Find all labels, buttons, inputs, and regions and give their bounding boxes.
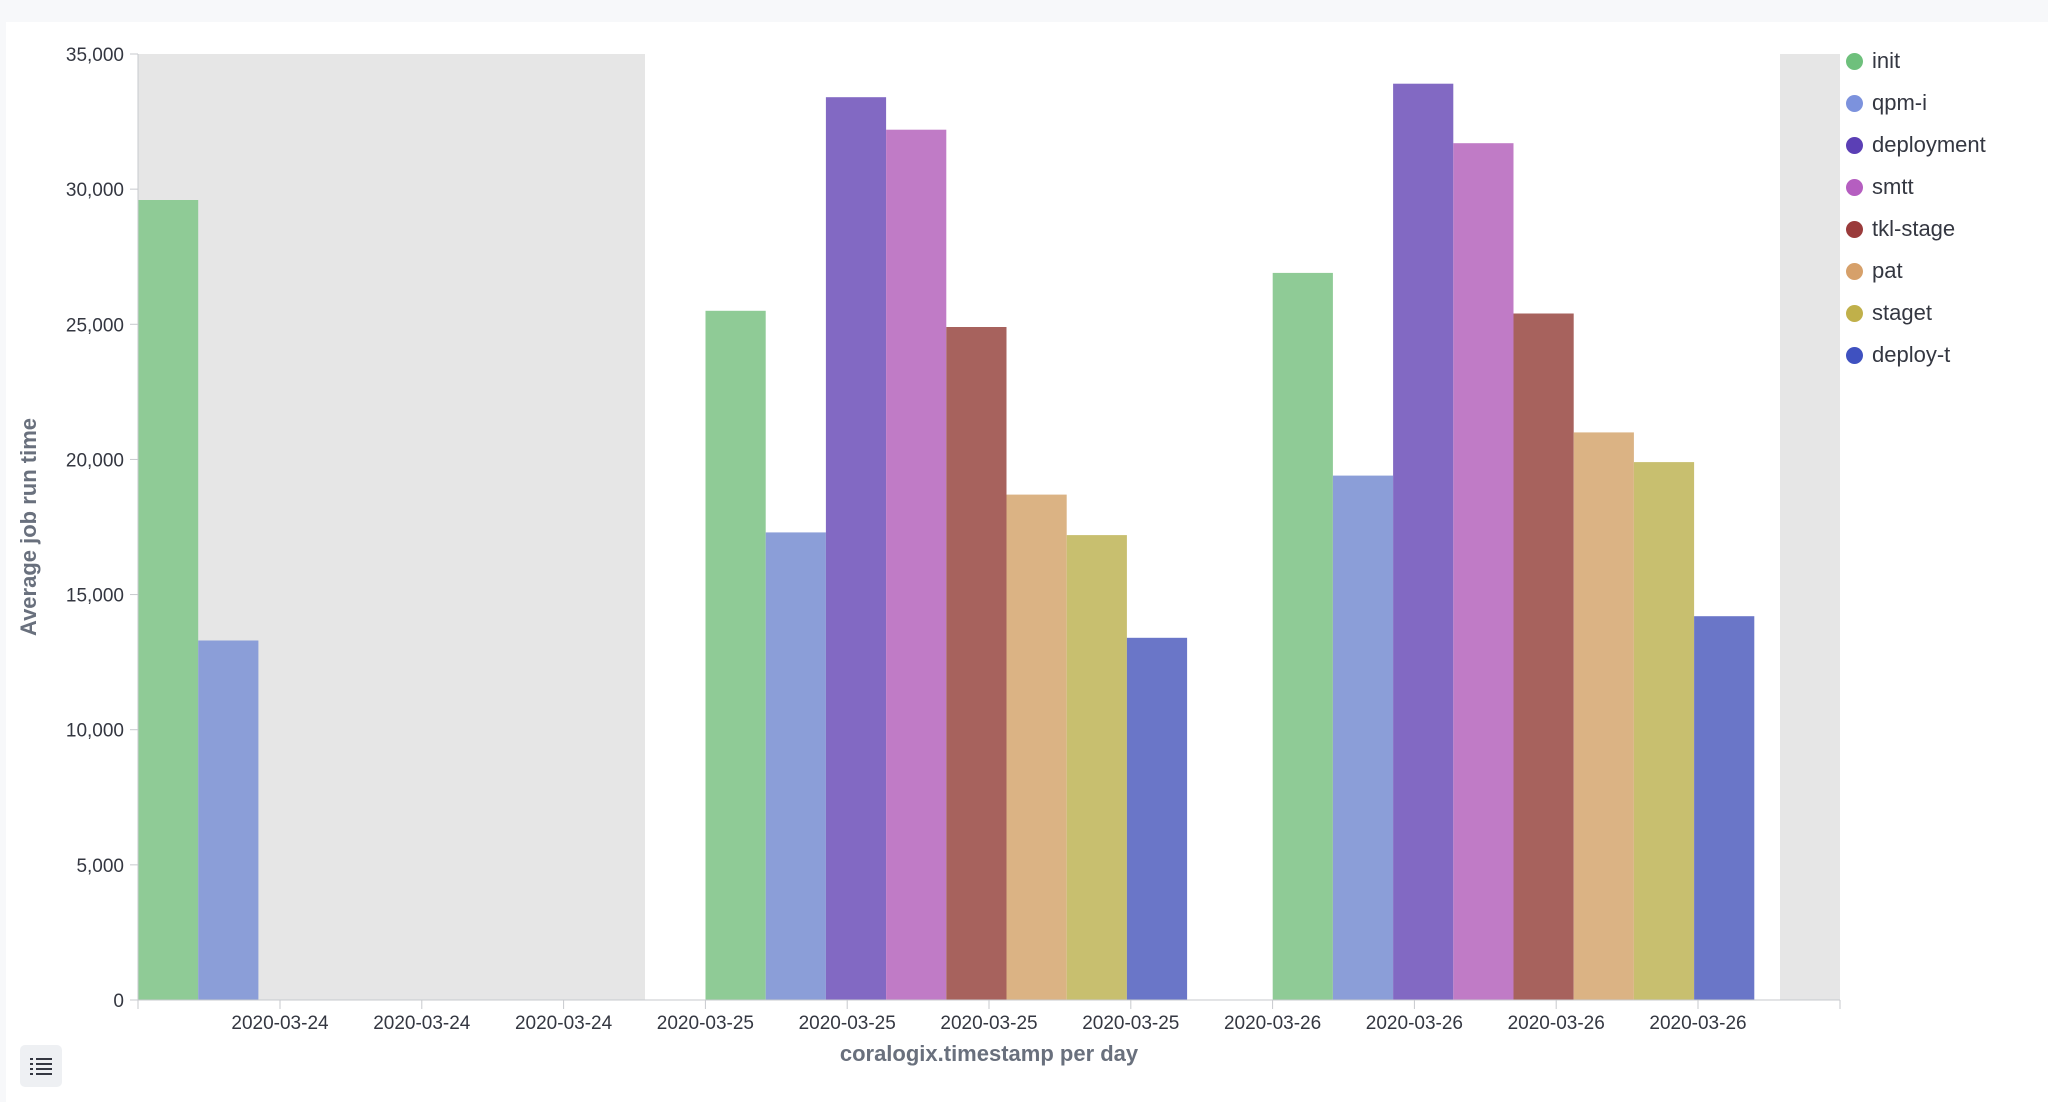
- y-axis-title: Average job run time: [16, 418, 41, 636]
- bar-tkl-stage-2020-03-26[interactable]: [1513, 313, 1574, 1001]
- legend-label: staget: [1872, 300, 1932, 325]
- legend-item-qpm-i[interactable]: qpm-i: [1846, 82, 2046, 124]
- bar-init-2020-03-26[interactable]: [1272, 272, 1333, 1000]
- bar-staget-2020-03-25[interactable]: [1066, 535, 1127, 1000]
- legend-dot: [1846, 346, 1863, 364]
- y-tick-label: 10,000: [66, 721, 124, 742]
- legend-label: qpm-i: [1872, 90, 1928, 115]
- legend-item-tkl-stage[interactable]: tkl-stage: [1846, 208, 2046, 250]
- legend-toggle-button[interactable]: [20, 1045, 62, 1087]
- x-tick-label: 2020-03-24: [373, 1013, 471, 1034]
- bars-layer: [138, 83, 1755, 1001]
- out-of-range-shade-right: [1780, 54, 1840, 1000]
- bar-pat-2020-03-26[interactable]: [1573, 432, 1634, 1000]
- legend-item-staget[interactable]: staget: [1846, 292, 2046, 334]
- legend-label: deploy-t: [1872, 342, 1951, 367]
- y-tick-label: 35,000: [66, 45, 124, 66]
- legend-item-init[interactable]: init: [1846, 40, 2046, 82]
- legend-dot: [1846, 220, 1863, 238]
- y-tick-label: 25,000: [66, 315, 124, 336]
- bar-smtt-2020-03-25[interactable]: [886, 129, 947, 1000]
- x-tick-label: 2020-03-25: [657, 1013, 754, 1034]
- bar-staget-2020-03-26[interactable]: [1633, 462, 1695, 1001]
- x-tick-label: 2020-03-24: [231, 1013, 329, 1034]
- legend-label: deployment: [1872, 132, 1986, 157]
- y-tick-label: 30,000: [66, 180, 124, 201]
- chart-legend: init qpm-i deployment smtt tkl-stage pat stage…: [1846, 40, 2046, 376]
- legend-dot: [1846, 94, 1863, 112]
- legend-item-pat[interactable]: pat: [1846, 250, 2046, 292]
- x-tick-label: 2020-03-26: [1224, 1013, 1321, 1034]
- list-icon: [30, 1058, 52, 1075]
- legend-item-deployment[interactable]: deployment: [1846, 124, 2046, 166]
- bar-deployment-2020-03-26[interactable]: [1393, 83, 1454, 1000]
- bar-tkl-stage-2020-03-25[interactable]: [946, 327, 1007, 1000]
- bar-smtt-2020-03-26[interactable]: [1453, 143, 1514, 1000]
- legend-label: pat: [1872, 258, 1903, 283]
- legend-label: smtt: [1872, 174, 1914, 199]
- legend-dot: [1846, 304, 1863, 322]
- legend-item-deploy-t[interactable]: deploy-t: [1846, 334, 2046, 376]
- bar-qpm-i-2020-03-26[interactable]: [1332, 475, 1394, 1001]
- bar-qpm-i-2020-03-24[interactable]: [198, 640, 259, 1001]
- bar-qpm-i-2020-03-25[interactable]: [765, 532, 826, 1000]
- legend-label: tkl-stage: [1872, 216, 1956, 241]
- bar-deployment-2020-03-25[interactable]: [825, 97, 887, 1000]
- y-tick-label: 5,000: [76, 856, 124, 877]
- x-tick-label: 2020-03-24: [515, 1013, 613, 1034]
- legend-dot: [1846, 52, 1863, 70]
- y-tick-label: 0: [113, 991, 124, 1012]
- x-tick-label: 2020-03-26: [1649, 1013, 1746, 1034]
- legend-item-smtt[interactable]: smtt: [1846, 166, 2046, 208]
- bar-pat-2020-03-25[interactable]: [1006, 494, 1067, 1000]
- x-tick-label: 2020-03-26: [1366, 1013, 1463, 1034]
- x-axis: 2020-03-24 2020-03-24 2020-03-24 2020-03-25…: [137, 999, 1841, 1034]
- bar-deploy-t-2020-03-26[interactable]: [1694, 616, 1755, 1000]
- x-tick-label: 2020-03-25: [1082, 1013, 1179, 1034]
- legend-label: init: [1872, 48, 1901, 73]
- legend-dot: [1846, 262, 1863, 280]
- x-tick-label: 2020-03-26: [1508, 1013, 1605, 1034]
- y-tick-label: 15,000: [66, 586, 124, 607]
- legend-dot: [1846, 178, 1863, 196]
- y-tick-label: 20,000: [66, 450, 124, 471]
- x-tick-label: 2020-03-25: [940, 1013, 1037, 1034]
- y-axis: 0 5,000 10,000 15,000 20,000 25,000 30,000 35,0…: [66, 45, 139, 1012]
- x-axis-title: coralogix.timestamp per day: [840, 1041, 1139, 1066]
- bar-init-2020-03-25[interactable]: [705, 310, 766, 1000]
- legend-dot: [1846, 136, 1863, 154]
- x-tick-label: 2020-03-25: [799, 1013, 896, 1034]
- bar-deploy-t-2020-03-25[interactable]: [1126, 637, 1188, 1000]
- bar-init-2020-03-24[interactable]: [138, 200, 199, 1000]
